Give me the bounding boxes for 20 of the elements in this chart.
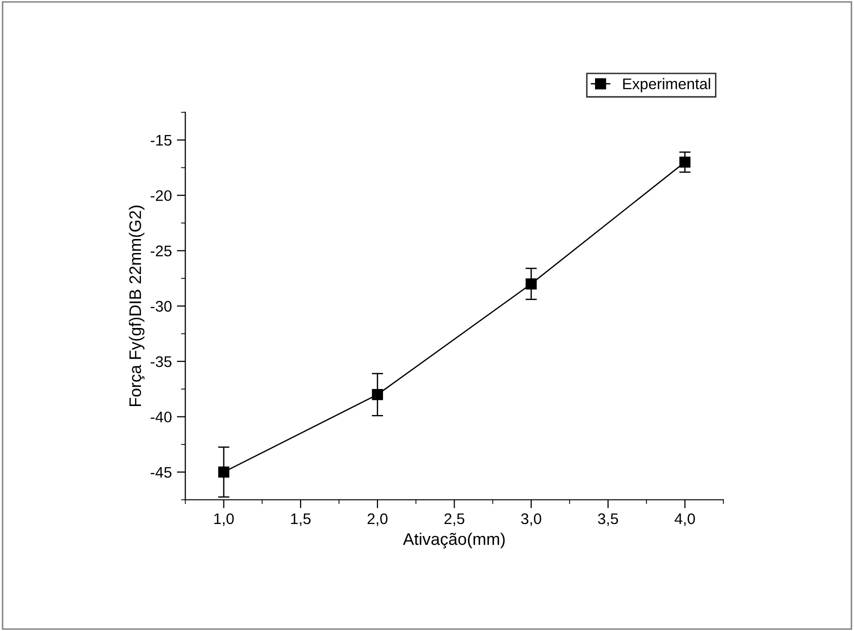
y-tick-label: -40	[150, 412, 172, 422]
x-tick-label: 2,5	[444, 513, 464, 526]
x-tick-label: 1,5	[291, 514, 311, 526]
y-tick-label: -15	[150, 135, 172, 146]
y-tick-label: -25	[150, 246, 172, 256]
y-tick-label: -35	[150, 356, 172, 368]
legend-label: Experimental	[623, 78, 710, 92]
point	[679, 156, 690, 168]
x-tick-label: 4,0	[674, 513, 695, 526]
x-tick-label: 3,5	[598, 513, 618, 526]
x-tick-label: 3,0	[521, 513, 542, 526]
y-tick-label: -45	[150, 467, 172, 478]
y-tick-label: -20	[150, 190, 172, 202]
point	[372, 389, 384, 400]
point	[218, 466, 230, 478]
x-tick-label: 2,0	[368, 513, 388, 526]
x-tick-label: 1,0	[214, 513, 234, 526]
y-tick-label: -30	[150, 300, 172, 312]
x-axis-title: Ativação(mm)	[402, 532, 505, 548]
y-axis-title: Força Fy(gf)DIB 22mm(G2)	[128, 206, 144, 406]
